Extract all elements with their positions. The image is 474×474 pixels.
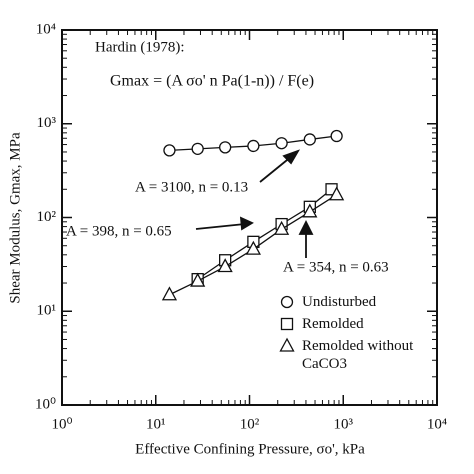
x-tick-label: 10³ [334,416,354,432]
arrow [259,155,293,183]
point [303,133,316,146]
y-tick-label: 10⁴ [36,21,56,37]
x-tick-label: 10⁴ [427,416,447,432]
point [330,129,343,143]
y-tick-label: 10¹ [37,303,57,319]
point [161,286,178,301]
point [245,240,261,255]
point [219,141,232,154]
point [247,139,260,153]
point [217,258,233,273]
formula: Gmax = (A σo' n Pa(1-n)) / F(e) [110,73,314,90]
x-axis-label: Effective Confining Pressure, σo', kPa [135,441,365,457]
y-tick-label: 10⁰ [35,396,56,412]
point [191,142,204,155]
legend-label: Remolded without CaCO3 [302,338,414,372]
x-tick-label: 10⁰ [51,416,72,432]
legend-label: Undisturbed [302,294,377,310]
x-tick-label: 10² [240,416,260,432]
y-tick-label: 10³ [37,115,57,131]
annotation: A = 3100, n = 0.13 [135,179,248,195]
point [302,203,318,218]
arrow-head [239,216,254,231]
y-tick-label: 10² [37,209,57,225]
arrow-head [298,219,314,235]
legend-marker [280,295,294,309]
legend-marker [280,317,294,331]
arrow-head [282,149,301,165]
point [163,144,176,157]
legend-label: Remolded [302,316,364,332]
arrow [195,223,246,230]
arrows [195,149,314,258]
annotation: Hardin (1978): [95,39,185,55]
annotation: A = 398, n = 0.65 [66,223,172,239]
point [329,186,345,201]
point [274,220,290,235]
y-axis-label: Shear Modulus, Gmax, MPa [7,132,23,304]
annotation: A = 354, n = 0.63 [283,259,389,275]
legend-marker [279,337,295,352]
x-tick-label: 10¹ [146,416,166,432]
point [190,272,206,287]
point [275,137,288,150]
